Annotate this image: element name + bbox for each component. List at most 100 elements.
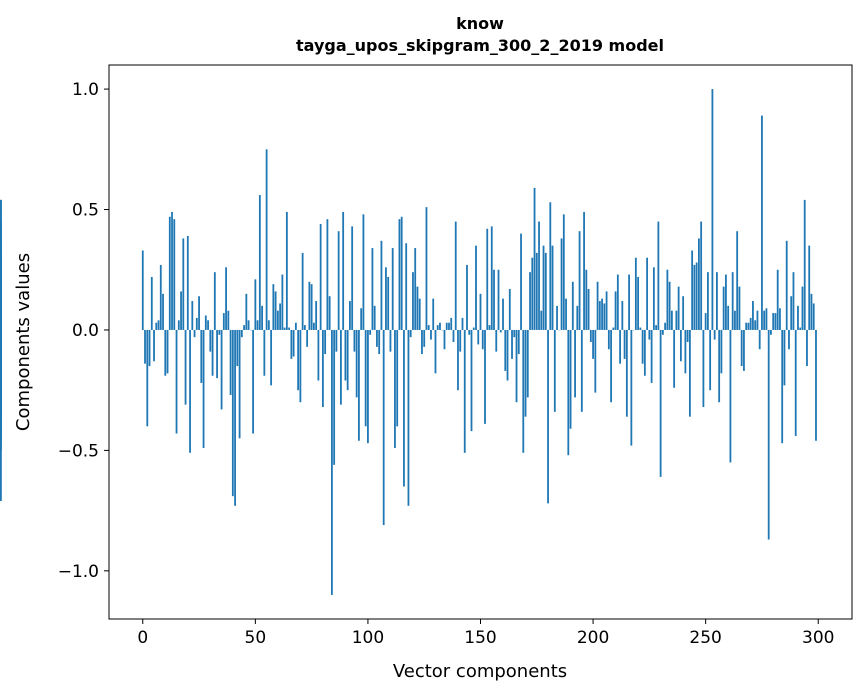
bar-83 (328, 296, 331, 330)
bar-283 (779, 308, 781, 330)
bar-245 (693, 264, 696, 330)
bar-32 (213, 272, 216, 330)
bar-190 (569, 329, 572, 429)
bar-194 (578, 231, 581, 330)
bar-287 (788, 329, 790, 350)
bar-17 (180, 291, 182, 330)
bar-292 (799, 327, 802, 330)
bar-259 (725, 274, 727, 330)
bar-154 (488, 325, 491, 330)
bar-156 (493, 269, 495, 330)
bar-265 (738, 286, 741, 330)
y-tick-label: −1.0 (58, 562, 99, 582)
bar-228 (655, 325, 658, 330)
bar-280 (772, 313, 775, 330)
bar-16 (177, 320, 180, 330)
bar-78 (317, 329, 320, 381)
bar-13 (171, 211, 173, 330)
bar-155 (490, 226, 493, 330)
bar-224 (646, 257, 649, 330)
y-tick-label: 0.0 (72, 321, 99, 341)
bar-121 (414, 248, 417, 330)
bar-186 (560, 238, 563, 330)
bar-59 (274, 291, 277, 330)
bar-132 (439, 322, 441, 330)
bar-67 (292, 329, 295, 357)
bar-41 (234, 329, 236, 506)
bar-110 (389, 329, 392, 352)
chart-title: know (456, 14, 504, 33)
bar-268 (745, 322, 748, 330)
bar-166 (515, 329, 518, 403)
bar-178 (542, 245, 545, 330)
bar-187 (562, 214, 565, 330)
bar-196 (583, 211, 585, 330)
bar-99 (364, 329, 367, 427)
bar-6 (155, 322, 158, 330)
bar-247 (698, 238, 700, 330)
bar-1 (144, 329, 146, 364)
bar-70 (299, 329, 302, 403)
x-tick-label: 200 (577, 628, 609, 648)
bar-18 (182, 238, 185, 330)
bar-73 (306, 329, 309, 347)
bar-231 (661, 329, 664, 335)
bar-162 (506, 329, 509, 381)
bar-272 (754, 320, 757, 330)
bar-237 (675, 310, 678, 330)
bar-101 (369, 329, 372, 335)
bar-40 (231, 329, 234, 497)
bar-58 (272, 284, 275, 330)
bar-29 (207, 320, 209, 330)
bar-122 (416, 286, 419, 330)
bar-46 (245, 293, 248, 330)
bar-94 (353, 329, 356, 352)
bar-284 (781, 329, 784, 444)
bar-undefined (0, 329, 2, 403)
bar-98 (362, 214, 365, 330)
bar-39 (229, 329, 232, 395)
bar-267 (743, 329, 745, 371)
bar-82 (326, 219, 329, 330)
bar-77 (315, 301, 318, 330)
bar-176 (538, 221, 540, 330)
bar-35 (220, 329, 223, 410)
bar-27 (202, 329, 205, 448)
bar-244 (691, 250, 694, 330)
bar-198 (587, 289, 590, 330)
bar-43 (238, 329, 241, 439)
bar-266 (740, 329, 743, 367)
bar-53 (261, 305, 263, 330)
bar-217 (630, 329, 633, 446)
bar-250 (704, 313, 707, 330)
bar-293 (801, 286, 804, 330)
bar-88 (340, 329, 342, 405)
bar-144 (466, 264, 468, 330)
bar-269 (747, 322, 750, 330)
bar-93 (351, 226, 354, 330)
bar-75 (310, 284, 313, 330)
x-tick-label: 100 (352, 628, 384, 648)
bar-85 (333, 329, 336, 465)
bar-30 (209, 329, 212, 352)
bar-42 (236, 329, 239, 367)
bar-49 (252, 329, 254, 434)
bar-2 (146, 329, 149, 427)
bar-246 (695, 262, 698, 330)
bar-34 (218, 329, 221, 335)
bar-282 (776, 269, 779, 330)
bar-288 (790, 296, 793, 330)
bar-91 (346, 329, 349, 391)
bar-36 (222, 313, 225, 330)
bar-235 (670, 310, 673, 330)
bar-296 (808, 245, 811, 330)
bar-131 (436, 325, 439, 330)
bar-139 (454, 221, 457, 330)
bar-251 (707, 272, 709, 330)
bar-195 (580, 329, 583, 412)
bar-143 (463, 329, 466, 453)
bar-150 (479, 293, 482, 330)
bar-211 (616, 274, 619, 330)
bar-285 (783, 329, 786, 386)
